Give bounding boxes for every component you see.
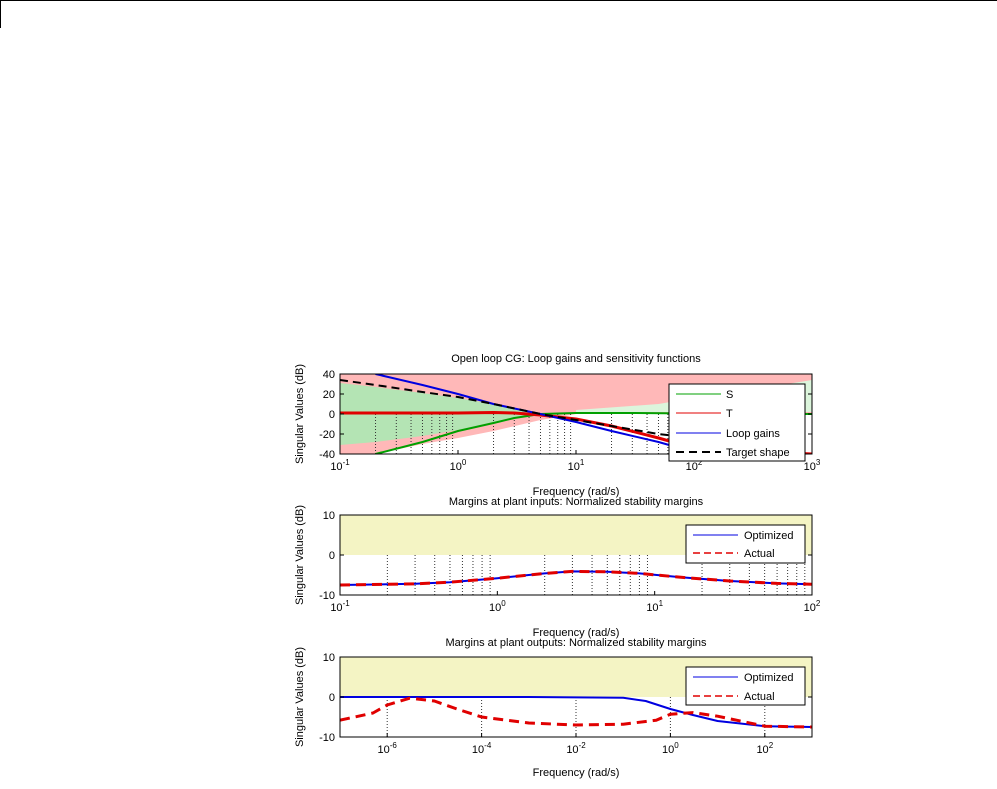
plot-3-xlabel: Frequency (rad/s) [533, 767, 620, 779]
plot-3-xtick-label-2: 10-2 [566, 741, 586, 756]
plot-3-xtick-label-1: 10-4 [472, 741, 492, 756]
plot-2-y-ticks: -10 0 10 [319, 510, 812, 602]
plot-loop-gains: Open loop CG: Loop gains and sensitivity… [294, 353, 821, 498]
plot-2-x-ticks: 10-1 100 101 102 [330, 591, 821, 614]
plot-2-xlabel: Frequency (rad/s) [533, 627, 620, 639]
plot-3-series [340, 696, 812, 729]
plot-1-xtick-label-3: 102 [686, 458, 703, 473]
plot-1-ytick-label-2: 0 [329, 409, 335, 421]
plot-1-ytick-label-3: 20 [323, 389, 335, 401]
plot-2-legend: Optimized Actual [685, 524, 806, 564]
plot-3-y-ticks: -10 0 10 [319, 652, 812, 744]
plot-1-y-ticks: -40 -20 0 20 40 [319, 369, 812, 461]
plot-3-xtick-label-0: 10-6 [378, 741, 398, 756]
plot-3-ytick-label-0: -10 [319, 732, 335, 744]
legend-label-loop-gains: Loop gains [726, 428, 780, 440]
plot-1-legend: S T Loop gains Target shape [668, 383, 806, 462]
plot-3-ytick-label-2: 10 [323, 652, 335, 664]
plot-1-xtick-label-4: 103 [804, 458, 821, 473]
plot-1-xtick-label-0: 10-1 [330, 458, 350, 473]
plot-1-xtick-label-1: 100 [450, 458, 467, 473]
plot-3-legend: Optimized Actual [685, 666, 806, 706]
plot-3-x-ticks: 10-6 10-4 10-2 100 102 [378, 733, 774, 756]
plot-3-ylabel: Singular Values (dB) [294, 647, 306, 747]
page-top-border [0, 0, 997, 1]
plot-2-xtick-label-3: 102 [804, 599, 821, 614]
legend-label-s: S [726, 389, 733, 401]
plot-2-legend-box [685, 524, 806, 564]
plot-2-xtick-label-1: 100 [489, 599, 506, 614]
plot-2-ytick-label-1: 0 [329, 550, 335, 562]
plot-plant-inputs: Margins at plant inputs: Normalized stab… [294, 496, 821, 639]
plot-1-ylabel: Singular Values (dB) [294, 364, 306, 464]
plot-2-ylabel: Singular Values (dB) [294, 505, 306, 605]
plot-2-ytick-label-0: -10 [319, 590, 335, 602]
plot-1-series-loop-gains [375, 374, 695, 453]
plot-3-title: Margins at plant outputs: Normalized sta… [445, 637, 707, 649]
plot-3-xtick-label-4: 102 [756, 741, 773, 756]
plot-1-series-target-shape [340, 379, 695, 439]
plot-3-legend-box [685, 666, 806, 706]
plot-2-series-actual [340, 569, 812, 587]
legend-label-optimized: Optimized [744, 530, 794, 542]
plot-1-legend-box [668, 383, 806, 462]
plot-1-xlabel: Frequency (rad/s) [533, 486, 620, 498]
plot-2-series [340, 569, 812, 587]
plot-1-title: Open loop CG: Loop gains and sensitivity… [451, 353, 701, 365]
plot-3-ytick-label-1: 0 [329, 692, 335, 704]
plot-1-ytick-label-1: -20 [319, 429, 335, 441]
plot-1-series-s [375, 412, 812, 454]
plot-1-ytick-label-0: -40 [319, 449, 335, 461]
legend-label-actual: Actual [744, 548, 775, 560]
plot-3-series-actual [340, 696, 812, 729]
plot-1-xtick-label-2: 101 [568, 458, 585, 473]
plot-3-series-optimized [340, 696, 812, 728]
legend-label-actual: Actual [744, 691, 775, 703]
legend-label-optimized: Optimized [744, 672, 794, 684]
plot-2-xtick-label-2: 101 [646, 599, 663, 614]
plot-1-x-ticks: 10-1 100 101 102 103 [330, 450, 821, 473]
plot-2-title: Margins at plant inputs: Normalized stab… [449, 496, 704, 508]
plot-2-xtick-label-0: 10-1 [330, 599, 350, 614]
legend-label-t: T [726, 408, 733, 420]
page-left-border [0, 0, 1, 28]
plot-1-series [340, 374, 812, 454]
plot-3-xtick-label-3: 100 [662, 741, 679, 756]
plot-1-ytick-label-4: 40 [323, 369, 335, 381]
plot-2-ytick-label-2: 10 [323, 510, 335, 522]
legend-label-target-shape: Target shape [726, 447, 790, 459]
plot-plant-outputs: Margins at plant outputs: Normalized sta… [294, 637, 813, 779]
